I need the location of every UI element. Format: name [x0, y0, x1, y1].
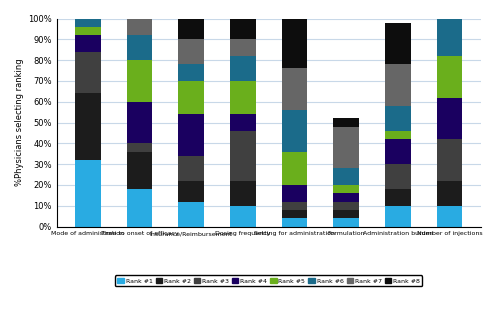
- Y-axis label: %Physicians selecting ranking: %Physicians selecting ranking: [15, 59, 24, 186]
- Bar: [282, 210, 308, 218]
- Bar: [334, 118, 359, 127]
- Bar: [334, 127, 359, 168]
- Bar: [436, 97, 462, 139]
- Bar: [230, 131, 256, 181]
- Bar: [334, 168, 359, 185]
- Bar: [230, 81, 256, 114]
- Bar: [126, 102, 152, 143]
- Bar: [178, 39, 204, 64]
- Bar: [230, 114, 256, 131]
- Bar: [282, 68, 308, 110]
- Bar: [282, 202, 308, 210]
- Bar: [230, 181, 256, 206]
- Bar: [282, 152, 308, 185]
- Bar: [436, 181, 462, 206]
- Bar: [385, 106, 411, 131]
- Bar: [230, 56, 256, 81]
- Bar: [334, 210, 359, 218]
- Bar: [178, 19, 204, 39]
- Bar: [75, 27, 100, 35]
- Bar: [436, 206, 462, 227]
- Bar: [178, 181, 204, 202]
- Bar: [126, 19, 152, 35]
- Bar: [126, 152, 152, 189]
- Bar: [230, 19, 256, 39]
- Bar: [75, 19, 100, 27]
- Bar: [178, 114, 204, 156]
- Bar: [75, 160, 100, 227]
- Bar: [126, 0, 152, 19]
- Bar: [126, 35, 152, 60]
- Bar: [75, 35, 100, 52]
- Bar: [385, 189, 411, 206]
- Bar: [334, 193, 359, 202]
- Bar: [178, 202, 204, 227]
- Bar: [126, 189, 152, 227]
- Bar: [436, 139, 462, 181]
- Bar: [282, 19, 308, 68]
- Bar: [230, 39, 256, 56]
- Bar: [178, 156, 204, 181]
- Legend: Rank #1, Rank #2, Rank #3, Rank #4, Rank #5, Rank #6, Rank #7, Rank #8: Rank #1, Rank #2, Rank #3, Rank #4, Rank…: [115, 275, 422, 286]
- Bar: [230, 206, 256, 227]
- Bar: [436, 6, 462, 56]
- Bar: [282, 185, 308, 202]
- Bar: [385, 23, 411, 64]
- Bar: [436, 0, 462, 6]
- Bar: [334, 202, 359, 210]
- Bar: [126, 60, 152, 102]
- Bar: [178, 64, 204, 81]
- Bar: [385, 164, 411, 189]
- Bar: [334, 185, 359, 193]
- Bar: [385, 206, 411, 227]
- Bar: [75, 94, 100, 160]
- Bar: [385, 139, 411, 164]
- Bar: [75, 52, 100, 94]
- Bar: [282, 110, 308, 152]
- Bar: [126, 143, 152, 152]
- Bar: [385, 64, 411, 106]
- Bar: [385, 131, 411, 139]
- Bar: [178, 81, 204, 114]
- Bar: [334, 218, 359, 227]
- Bar: [282, 218, 308, 227]
- Bar: [436, 56, 462, 97]
